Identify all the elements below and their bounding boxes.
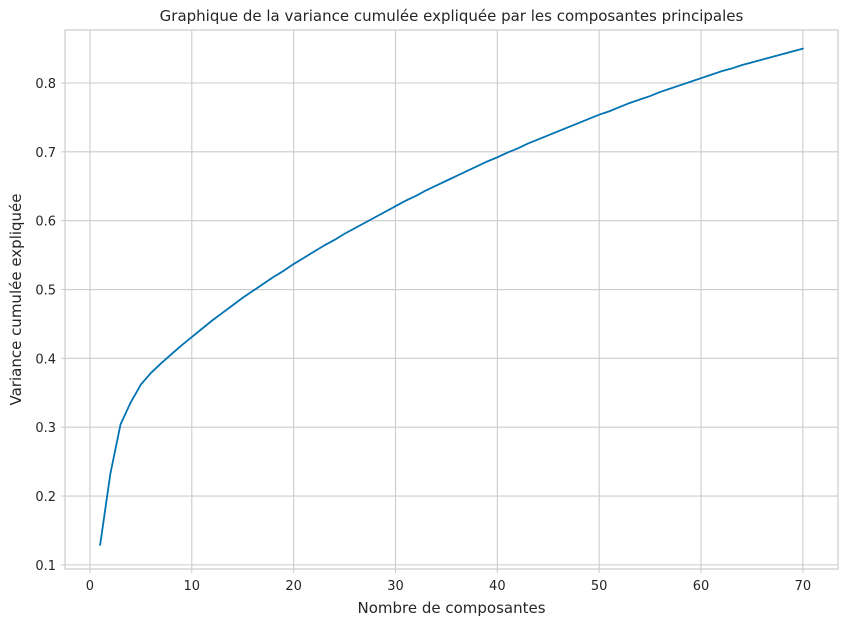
series-layer: [99, 47, 804, 546]
y-tick-label: 0.4: [35, 352, 56, 367]
y-tick-label: 0.3: [35, 421, 56, 436]
y-tick-label: 0.2: [35, 490, 56, 505]
x-tick-label: 70: [795, 579, 812, 594]
y-tick-label: 0.8: [35, 77, 56, 92]
x-tick-label: 10: [184, 579, 201, 594]
y-tick-label: 0.1: [35, 559, 56, 574]
x-tick-label: 0: [86, 579, 94, 594]
plot-area-frame: [64, 29, 839, 570]
y-axis-label: Variance cumulée expliquée: [7, 193, 25, 405]
x-tick-label: 60: [693, 579, 710, 594]
axis-ticks: 0 10 20 30 40 50 60 70 0.1 0.2 0.3 0.4 0.5 0.6 0.7 0.8: [35, 77, 811, 594]
y-tick-label: 0.7: [35, 146, 56, 161]
x-tick-label: 30: [387, 579, 404, 594]
chart-title: Graphique de la variance cumulée expliqu…: [160, 7, 744, 25]
y-tick-label: 0.6: [35, 215, 56, 230]
x-tick-label: 20: [285, 579, 302, 594]
x-tick-label: 40: [489, 579, 506, 594]
x-tick-label: 50: [591, 579, 608, 594]
grid: [65, 30, 838, 569]
series-line: [99, 47, 804, 546]
y-tick-label: 0.5: [35, 284, 56, 299]
x-axis-label: Nombre de composantes: [357, 599, 545, 617]
